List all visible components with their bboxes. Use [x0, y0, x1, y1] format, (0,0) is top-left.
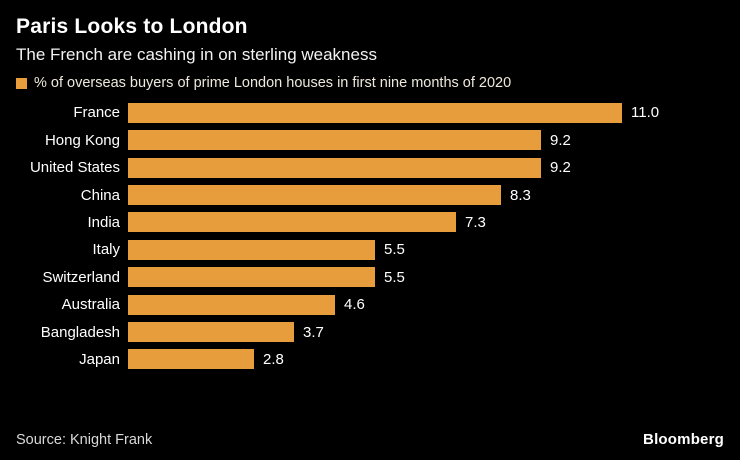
- bar: [128, 102, 622, 123]
- bar: [128, 349, 254, 370]
- bar-area: 11.0: [128, 102, 740, 123]
- bar-row: India 7.3: [6, 209, 740, 236]
- bar-area: 5.5: [128, 267, 740, 288]
- source-note: Source: Knight Frank: [16, 432, 153, 448]
- bar-value: 5.5: [384, 241, 405, 259]
- bar-area: 5.5: [128, 239, 740, 260]
- legend-swatch-icon: [16, 77, 27, 89]
- chart-subtitle: The French are cashing in on sterling we…: [16, 45, 377, 65]
- bar-value: 9.2: [550, 131, 571, 149]
- chart-header: Paris Looks to London The French are cas…: [0, 0, 740, 65]
- bar-category-label: Hong Kong: [44, 131, 120, 149]
- bar-row: Japan 2.8: [6, 346, 740, 373]
- bar-area: 3.7: [128, 322, 740, 342]
- bar-category-label: Italy: [92, 241, 120, 259]
- bar-value: 2.8: [263, 350, 284, 368]
- bar-category-label: Japan: [79, 350, 120, 368]
- bar-area: 9.2: [128, 157, 740, 178]
- bar-row: Italy 5.5: [6, 236, 740, 263]
- chart-footer: Source: Knight Frank Bloomberg: [0, 431, 740, 448]
- bar-value: 4.6: [344, 296, 365, 314]
- bar: [128, 322, 294, 342]
- bar-row: Hong Kong 9.2: [6, 127, 740, 154]
- bar: [128, 294, 335, 315]
- bar-area: 4.6: [128, 294, 740, 315]
- chart-legend: % of overseas buyers of prime London hou…: [0, 75, 740, 91]
- bar-row: United States 9.2: [6, 154, 740, 181]
- legend-label: % of overseas buyers of prime London hou…: [34, 75, 512, 92]
- bar-category-label: China: [80, 186, 120, 204]
- bar-category-label: Switzerland: [42, 268, 120, 286]
- bar-value: 11.0: [631, 104, 660, 122]
- bar-chart: France 11.0 Hong Kong 9.2 United States 9.2 Ch…: [0, 99, 740, 373]
- bar-category-label: France: [73, 104, 120, 122]
- bar: [128, 267, 375, 288]
- bar-value: 3.7: [303, 323, 324, 341]
- bloomberg-logo: Bloomberg: [643, 431, 724, 448]
- bar-value: 7.3: [465, 213, 486, 231]
- bar-category-label: Bangladesh: [40, 323, 120, 341]
- bar-row: China 8.3: [6, 181, 740, 208]
- bar-category-label: United States: [29, 159, 120, 177]
- bar-value: 8.3: [510, 186, 531, 204]
- bar: [128, 239, 375, 260]
- bar: [128, 212, 456, 233]
- bar-row: France 11.0: [6, 99, 740, 126]
- bar-rows: France 11.0 Hong Kong 9.2 United States 9.2 Ch…: [6, 99, 740, 373]
- bar-area: 8.3: [128, 185, 740, 206]
- bar-category-label: India: [87, 213, 120, 231]
- bar: [128, 157, 541, 178]
- bar-row: Bangladesh 3.7: [6, 318, 740, 345]
- bar-area: 2.8: [128, 349, 740, 370]
- chart-title: Paris Looks to London: [16, 15, 248, 38]
- bar-value: 5.5: [384, 268, 405, 286]
- bar: [128, 130, 541, 151]
- bar-value: 9.2: [550, 159, 571, 177]
- bar-area: 9.2: [128, 130, 740, 151]
- bar-row: Australia 4.6: [6, 291, 740, 318]
- bar-category-label: Australia: [61, 296, 120, 314]
- bar-row: Switzerland 5.5: [6, 264, 740, 291]
- bar: [128, 185, 501, 206]
- bar-area: 7.3: [128, 212, 740, 233]
